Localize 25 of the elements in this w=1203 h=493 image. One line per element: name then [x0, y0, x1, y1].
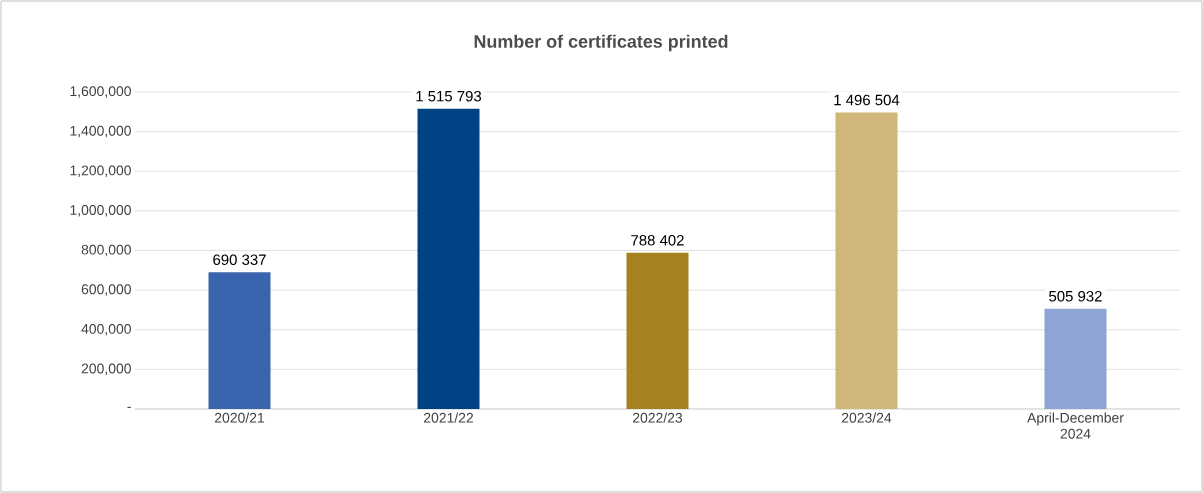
bar	[208, 272, 271, 409]
y-tick-label: 400,000	[81, 323, 131, 336]
y-tick-label: -	[127, 406, 131, 408]
bar	[626, 252, 689, 409]
x-tick-label: 2021/22	[424, 412, 474, 423]
data-label: 690 337	[213, 254, 266, 266]
bar	[835, 112, 898, 409]
data-label: 788 402	[631, 235, 684, 246]
y-tick-label: 1,600,000	[70, 86, 131, 98]
y-tick-label: 600,000	[81, 284, 131, 296]
chart-title: Number of certificates printed	[474, 34, 728, 52]
data-label: 1 515 793	[416, 90, 482, 102]
data-label: 1 496 504	[834, 94, 900, 106]
y-tick-label: 1,400,000	[70, 125, 131, 138]
bar	[1044, 308, 1107, 409]
bar	[417, 108, 480, 409]
y-tick-label: 1,000,000	[70, 205, 131, 217]
y-tick-label: 800,000	[81, 244, 131, 257]
x-tick-label: 2020/21	[215, 412, 265, 423]
y-tick-label: 200,000	[81, 363, 131, 376]
x-tick-label: 2023/24	[841, 412, 892, 423]
x-tick-label: April-December 2024	[1027, 412, 1124, 439]
x-tick-label: 2022/23	[632, 412, 683, 423]
data-label: 505 932	[1049, 290, 1102, 302]
y-tick-label: 1,200,000	[70, 165, 131, 177]
